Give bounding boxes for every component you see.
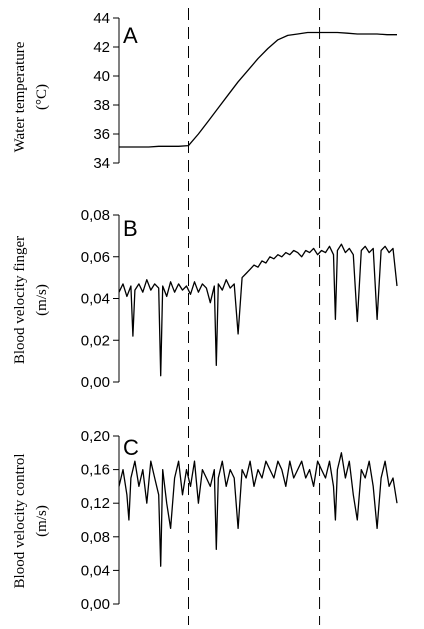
y-axis-title-line: (°C) [34, 84, 50, 110]
y-tick-label: 0,12 [81, 495, 110, 512]
y-axis-title: Water temperature (°C) [12, 41, 50, 152]
series-line [118, 243, 398, 377]
panel-b: 0,00 0,02 0,04 0,06 0,08 B Blood velocity fing… [12, 207, 398, 391]
y-axis-title: Blood velocity finger (m/s) [12, 236, 50, 364]
y-tick-label: 0,08 [81, 529, 110, 546]
y-tick-label: 0,20 [81, 428, 110, 445]
y-tick-label: 40 [93, 68, 110, 85]
y-axis-title: Blood velocity control (m/s) [12, 454, 50, 589]
y-tick-label: 36 [93, 126, 110, 143]
y-tick-label: 0,06 [81, 249, 110, 266]
y-tick-label: 38 [93, 97, 110, 114]
panel-c: 0,00 0,04 0,08 0,12 0,16 0,20 C Blood velocity … [12, 428, 398, 613]
y-tick-label: 0,08 [81, 207, 110, 224]
y-tick-label: 42 [93, 39, 110, 56]
panel-label: A [123, 23, 138, 48]
vertical-markers [188, 8, 321, 625]
panel-label: C [123, 435, 139, 460]
y-tick-label: 0,04 [81, 291, 110, 308]
y-axis-title-line: (m/s) [34, 505, 50, 537]
y-axis-title-line: Blood velocity finger [12, 236, 28, 364]
y-axis-title-line: Water temperature [12, 41, 28, 152]
series-line [118, 452, 398, 567]
y-tick-label: 0,00 [81, 374, 110, 391]
y-tick-label: 34 [93, 155, 110, 172]
y-tick-label: 0,16 [81, 462, 110, 479]
y-tick-label: 0,00 [81, 596, 110, 613]
y-axis-title-line: (m/s) [34, 284, 50, 316]
y-tick-label: 0,04 [81, 562, 110, 579]
y-tick-label: 0,02 [81, 332, 110, 349]
series-line [119, 31, 397, 148]
y-tick-label: 44 [93, 10, 110, 27]
y-axis-title-line: Blood velocity control [12, 454, 28, 589]
panel-label: B [123, 216, 138, 241]
panel-a: 34 36 38 40 42 44 A Water temperature (°C) [12, 10, 397, 172]
